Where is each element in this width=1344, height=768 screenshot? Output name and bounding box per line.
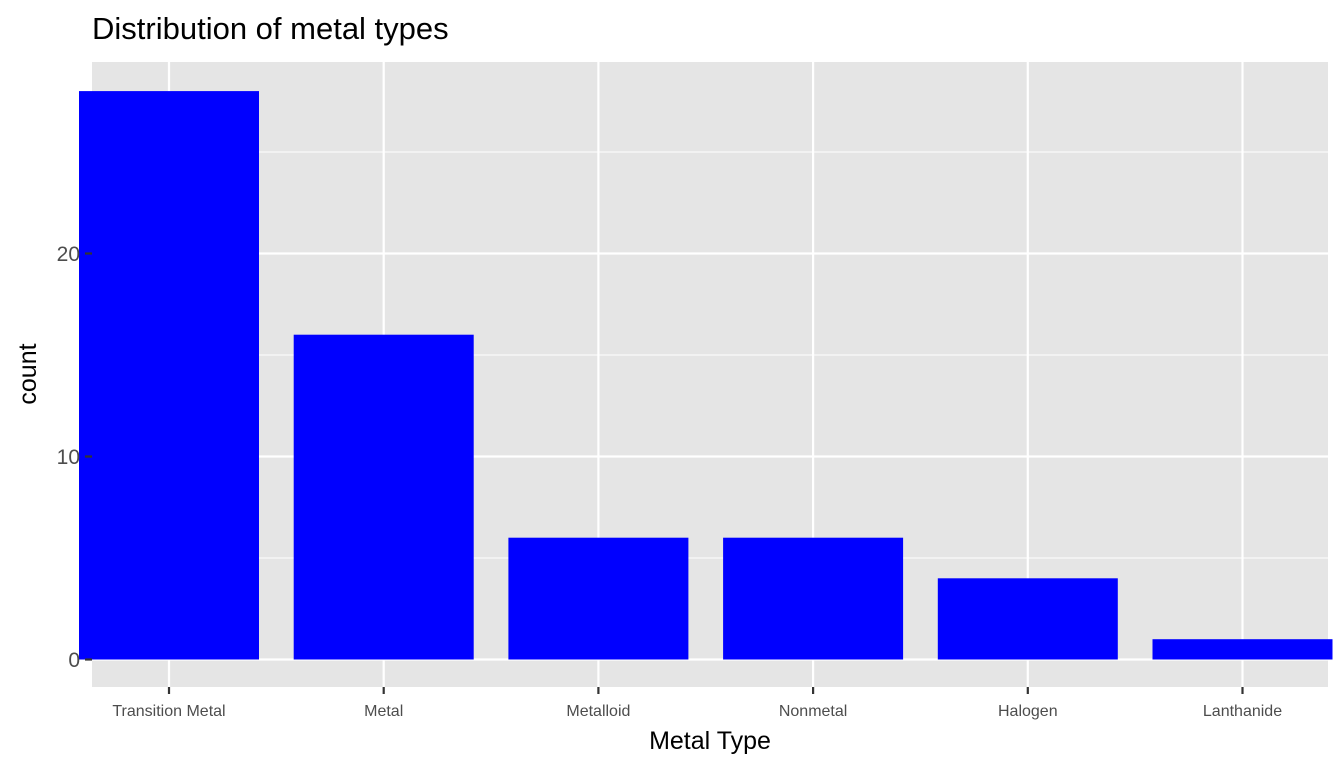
bar-lanthanide: [1152, 639, 1333, 660]
bar-nonmetal: [723, 537, 904, 660]
y-axis: 0 10 20: [57, 243, 92, 672]
x-tick-label: Metal: [364, 703, 403, 720]
bar-metalloid: [508, 537, 689, 660]
bars-group: [79, 91, 1333, 660]
x-tick-label: Metalloid: [566, 703, 630, 720]
x-axis: Transition Metal Metal Metalloid Nonmetal Ha…: [112, 687, 1282, 720]
x-axis-title: Metal Type: [649, 727, 771, 755]
x-tick-label: Nonmetal: [779, 703, 847, 720]
bar-transition-metal: [79, 91, 259, 660]
y-tick-label: 0: [68, 649, 80, 672]
y-tick-label: 20: [57, 243, 80, 266]
x-tick-label: Transition Metal: [112, 703, 225, 720]
y-tick-label: 10: [57, 446, 80, 469]
x-tick-label: Lanthanide: [1203, 703, 1282, 720]
chart-title: Distribution of metal types: [92, 11, 449, 46]
bar-metal: [293, 334, 474, 660]
bar-halogen: [937, 578, 1118, 660]
y-axis-title: count: [14, 343, 42, 404]
x-tick-label: Halogen: [998, 703, 1058, 720]
plot-panel: [92, 62, 1328, 687]
